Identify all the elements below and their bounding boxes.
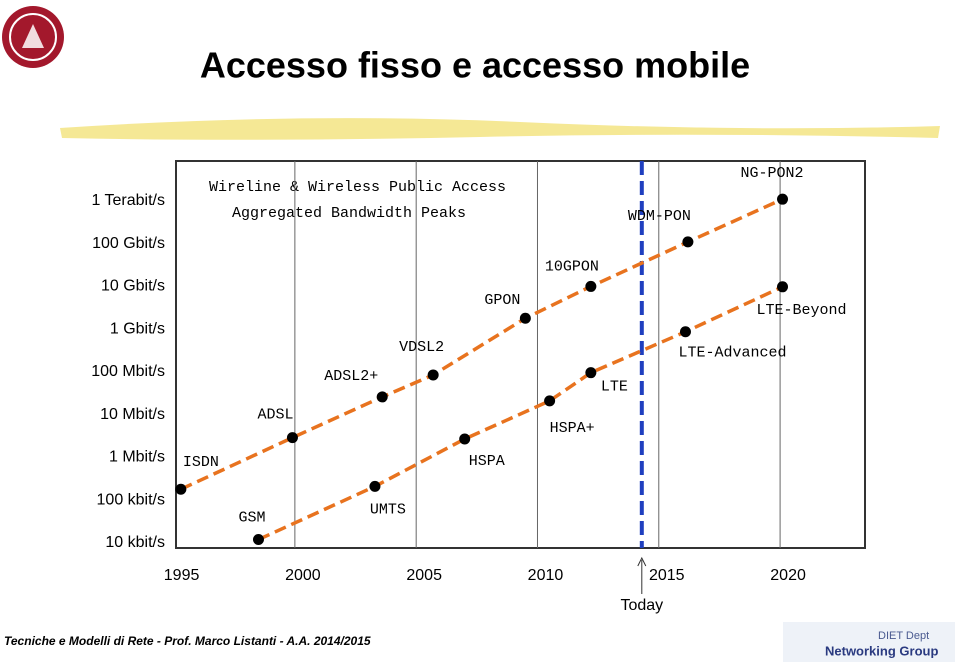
point-label: ISDN xyxy=(183,454,219,471)
point-label: ADSL xyxy=(257,407,293,424)
x-tick-label: 2000 xyxy=(285,567,321,584)
data-point xyxy=(369,480,381,492)
data-point xyxy=(679,326,691,338)
chart-title: Wireline & Wireless Public Access xyxy=(209,179,506,196)
y-tick-label: 1 Terabit/s xyxy=(91,192,165,209)
data-point xyxy=(427,369,439,381)
slide-title: Accesso fisso e accesso mobile xyxy=(200,45,750,86)
point-label: HSPA xyxy=(469,453,505,470)
data-point xyxy=(519,312,531,324)
point-label: LTE-Advanced xyxy=(678,345,786,362)
point-label: NG-PON2 xyxy=(741,165,804,182)
data-point xyxy=(682,236,694,248)
y-tick-label: 10 Mbit/s xyxy=(100,406,165,423)
chart-subtitle: Aggregated Bandwidth Peaks xyxy=(232,205,466,222)
logo-text: Networking Group xyxy=(825,643,938,658)
data-point xyxy=(544,395,556,407)
y-tick-label: 1 Gbit/s xyxy=(110,320,165,337)
data-point xyxy=(585,367,597,379)
point-label: GPON xyxy=(484,292,520,309)
logo-box xyxy=(783,622,955,662)
point-label: GSM xyxy=(238,509,265,526)
point-label: UMTS xyxy=(370,501,406,518)
point-label: WDM-PON xyxy=(628,208,691,225)
point-label: 10GPON xyxy=(545,258,599,275)
x-tick-label: 2015 xyxy=(649,567,685,584)
footer: Tecniche e Modelli di Rete - Prof. Marco… xyxy=(4,634,371,648)
y-tick-label: 1 Mbit/s xyxy=(109,449,165,466)
x-tick-label: 2010 xyxy=(528,567,564,584)
point-label: VDSL2 xyxy=(399,339,444,356)
data-point xyxy=(777,193,789,205)
title-underline xyxy=(60,118,940,140)
data-point xyxy=(376,391,388,403)
y-tick-label: 10 Gbit/s xyxy=(101,278,165,295)
today-arrowhead xyxy=(637,556,647,567)
data-point xyxy=(777,281,789,293)
x-tick-label: 1995 xyxy=(164,567,200,584)
point-label: LTE xyxy=(601,379,628,396)
y-tick-label: 100 Gbit/s xyxy=(92,235,165,252)
trend-line xyxy=(257,285,784,542)
data-point xyxy=(286,432,298,444)
data-point xyxy=(459,433,471,445)
y-tick-label: 100 kbit/s xyxy=(97,491,165,508)
y-tick-label: 10 kbit/s xyxy=(105,534,165,551)
point-label: ADSL2+ xyxy=(324,368,378,385)
y-tick-label: 100 Mbit/s xyxy=(91,363,165,380)
university-seal xyxy=(2,6,64,68)
x-tick-label: 2005 xyxy=(406,567,442,584)
trend-line xyxy=(180,197,784,491)
logo-text: DIET Dept xyxy=(878,630,929,642)
data-point xyxy=(252,534,264,546)
point-label: HSPA+ xyxy=(550,420,595,437)
point-label: LTE-Beyond xyxy=(757,302,847,319)
data-point xyxy=(585,280,597,292)
data-point xyxy=(175,483,187,495)
x-tick-label: 2020 xyxy=(770,567,806,584)
plot-frame xyxy=(175,160,866,549)
today-label: Today xyxy=(620,597,663,614)
